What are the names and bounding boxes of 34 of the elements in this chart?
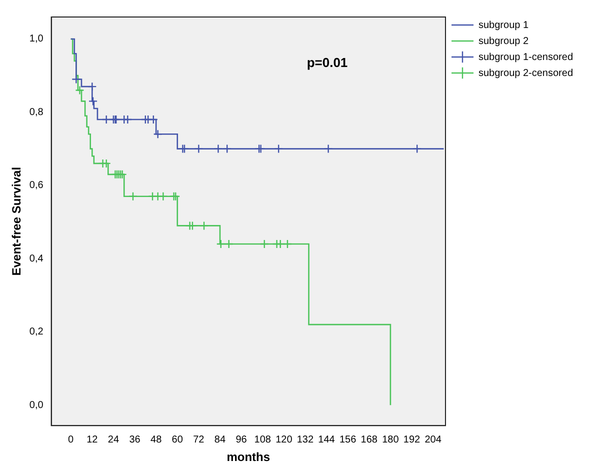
x-tick-label: 156 <box>339 434 357 446</box>
x-tick-label: 204 <box>424 434 442 446</box>
x-tick-label: 180 <box>382 434 400 446</box>
y-tick-label: 0,2 <box>29 326 44 338</box>
legend-label: subgroup 2-censored <box>478 68 574 79</box>
x-tick-label: 120 <box>276 434 293 446</box>
legend-label: subgroup 1-censored <box>478 52 574 63</box>
annotation: p=0.01 <box>306 55 348 70</box>
x-tick-label: 108 <box>254 434 272 446</box>
x-tick-label: 12 <box>86 434 98 446</box>
point <box>170 192 180 202</box>
x-tick-label: 0 <box>68 434 74 446</box>
legend-label: subgroup 1 <box>478 20 529 31</box>
x-tick-label: 168 <box>360 434 378 446</box>
x-tick-label: 132 <box>296 434 314 446</box>
x-tick-label: 84 <box>214 434 226 446</box>
point <box>75 86 84 95</box>
legend-label: subgroup 2 <box>478 36 529 47</box>
x-tick-label: 24 <box>108 434 120 446</box>
x-axis-title: months <box>226 450 270 464</box>
x-tick-label: 144 <box>318 434 336 446</box>
y-tick-label: 0,0 <box>29 400 44 411</box>
y-tick-label: 1,0 <box>29 34 44 45</box>
x-tick-label: 36 <box>129 434 141 446</box>
x-tick-label: 60 <box>172 434 184 446</box>
y-tick-label: 0,4 <box>29 253 44 264</box>
x-tick-label: 72 <box>193 434 205 446</box>
y-tick-label: 0,6 <box>29 180 44 192</box>
y-axis-title: Event-free Survival <box>10 166 24 276</box>
y-tick-label: 0,8 <box>29 106 44 118</box>
x-tick-label: 48 <box>150 434 162 446</box>
point <box>88 96 98 106</box>
x-tick-label: 192 <box>403 434 421 446</box>
x-tick-label: 96 <box>236 434 248 446</box>
